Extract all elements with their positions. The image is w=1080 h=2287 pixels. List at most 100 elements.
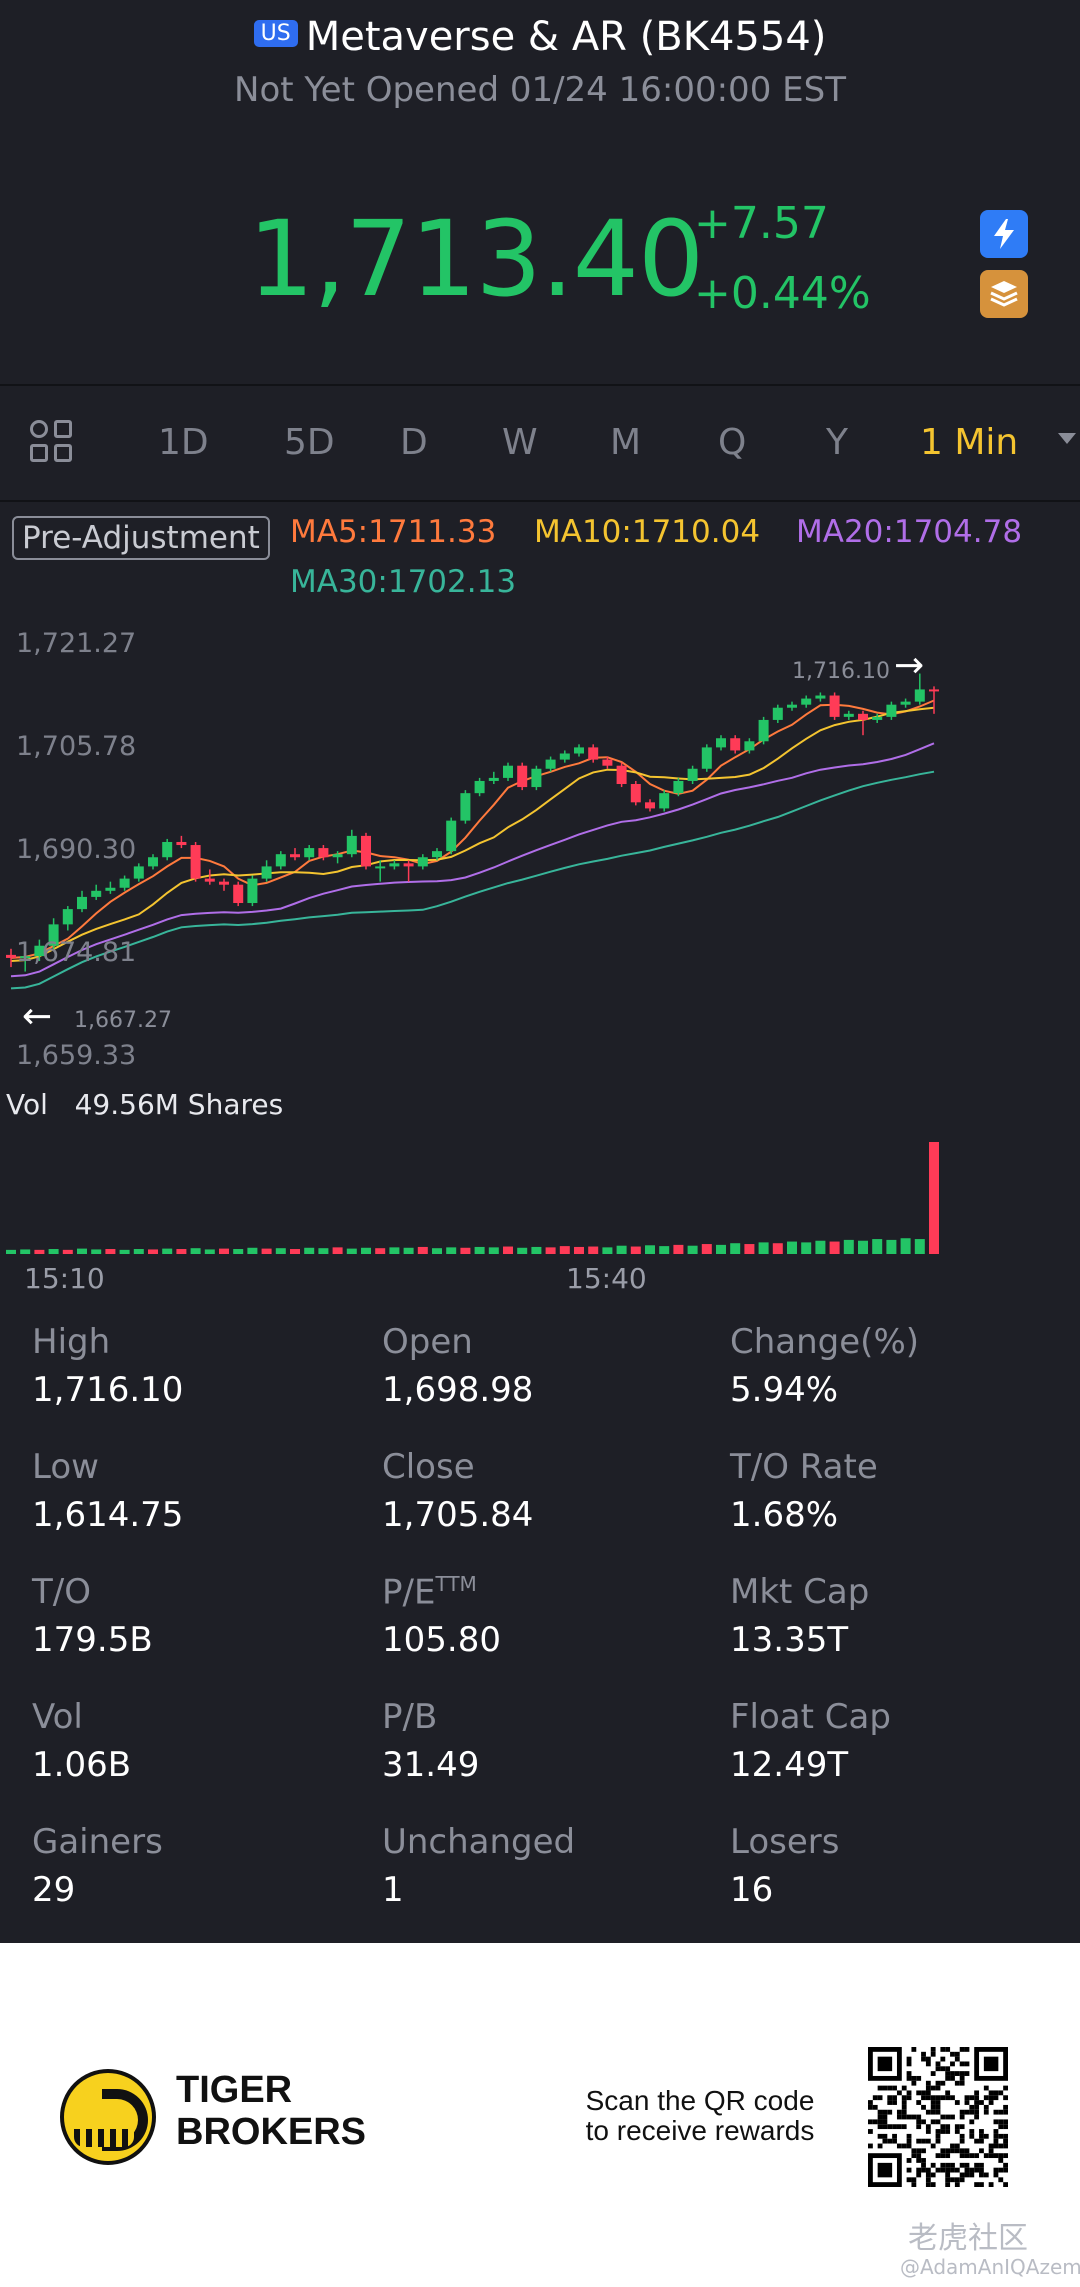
price-change: +7.57 — [694, 198, 829, 249]
candle — [148, 854, 158, 870]
volume-bar — [62, 1249, 73, 1254]
volume-bar — [361, 1247, 371, 1254]
scan-text-line2: to receive rewards — [585, 2115, 815, 2146]
title-row: US Metaverse & AR (BK4554) — [0, 14, 1080, 60]
stat-label: T/O — [32, 1572, 91, 1612]
stat-value: 31.49 — [382, 1745, 480, 1785]
volume-bar — [148, 1249, 158, 1254]
candle — [829, 692, 840, 720]
candle — [503, 762, 513, 781]
volume-bar — [531, 1246, 542, 1254]
stat-label: Vol — [32, 1697, 83, 1737]
candle — [219, 878, 229, 891]
candle — [545, 756, 556, 772]
divider — [0, 384, 1080, 386]
candle — [446, 817, 457, 855]
volume-bar — [460, 1247, 471, 1254]
layout-grid-icon[interactable] — [30, 420, 74, 464]
stat-value: 1,716.10 — [32, 1370, 184, 1410]
volume-bar — [247, 1247, 258, 1254]
scan-text-line1: Scan the QR code — [585, 2085, 815, 2116]
volume-bar — [275, 1248, 286, 1254]
chevron-down-icon[interactable] — [1058, 433, 1076, 444]
volume-header: Vol 49.56M Shares — [6, 1088, 283, 1121]
stat-label: Low — [32, 1447, 99, 1487]
high-price-marker: 1,716.10 — [792, 659, 890, 684]
candle — [77, 890, 87, 913]
ma20-label: MA20:1704.78 — [796, 514, 1023, 550]
page-title: Metaverse & AR (BK4554) — [305, 14, 827, 60]
volume-bar — [701, 1244, 712, 1254]
qr-code[interactable] — [868, 2047, 1008, 2187]
candle — [34, 939, 45, 961]
stat-value: 16 — [730, 1870, 774, 1910]
lightning-icon[interactable] — [980, 210, 1028, 258]
volume-bar — [843, 1239, 854, 1254]
tab-w[interactable]: W — [502, 422, 538, 463]
candle — [417, 854, 428, 870]
tab-1d[interactable]: 1D — [158, 422, 209, 463]
candle — [105, 881, 116, 894]
stat-label: P/B — [382, 1697, 438, 1737]
stat-label: Losers — [730, 1822, 840, 1862]
tab-q[interactable]: Q — [718, 422, 747, 463]
tab-1min[interactable]: 1 Min — [920, 422, 1019, 463]
candle — [900, 698, 911, 708]
candle — [133, 863, 144, 882]
volume-bar — [858, 1240, 868, 1254]
volume-bar — [787, 1241, 797, 1254]
candle — [574, 744, 584, 757]
volume-bar — [290, 1249, 300, 1254]
candle — [744, 738, 755, 754]
stat-label: P/ETTM — [382, 1572, 477, 1613]
x-tick-label: 15:40 — [566, 1262, 647, 1295]
candle — [716, 735, 726, 751]
candle — [588, 744, 599, 763]
candle — [858, 710, 868, 736]
volume-bar — [261, 1248, 272, 1254]
candle — [886, 701, 897, 720]
volume-bar — [34, 1249, 45, 1254]
candle — [659, 790, 670, 812]
candle — [346, 829, 357, 858]
candlestick-chart[interactable] — [0, 620, 1080, 1040]
candle — [914, 673, 925, 705]
tab-m[interactable]: M — [610, 422, 642, 463]
volume-bar — [432, 1248, 442, 1254]
volume-bar — [403, 1247, 414, 1254]
volume-bar — [503, 1246, 513, 1254]
last-price: 1,713.40 — [248, 198, 704, 320]
y-tick-label: 1,705.78 — [16, 731, 137, 762]
candle — [460, 790, 471, 824]
candle — [758, 716, 769, 745]
volume-bar — [119, 1249, 130, 1254]
candle — [332, 851, 343, 864]
volume-bar — [346, 1248, 357, 1254]
volume-bar — [20, 1249, 31, 1254]
stat-label-superscript: TTM — [435, 1572, 477, 1596]
ma20-line — [10, 742, 935, 978]
candle — [929, 686, 939, 714]
watermark: 老虎社区 — [908, 2221, 1028, 2256]
volume-bar — [730, 1243, 741, 1254]
stat-value: 1.68% — [730, 1495, 839, 1535]
candle — [630, 780, 641, 806]
volume-bar — [48, 1249, 59, 1254]
tab-5d[interactable]: 5D — [284, 422, 335, 463]
tab-y[interactable]: Y — [826, 422, 848, 463]
candle — [772, 704, 783, 723]
candle — [6, 948, 16, 968]
candle — [616, 762, 627, 788]
pre-adjustment-button[interactable]: Pre-Adjustment — [12, 516, 270, 560]
volume-bar — [91, 1249, 102, 1254]
candle — [474, 777, 485, 797]
stat-label: Change(%) — [730, 1322, 920, 1362]
tab-d[interactable]: D — [400, 422, 428, 463]
volume-bar — [687, 1245, 698, 1254]
volume-chart — [6, 1142, 939, 1254]
candle — [517, 762, 528, 791]
candle — [62, 906, 73, 931]
stack-icon[interactable] — [980, 270, 1028, 318]
volume-bar — [574, 1246, 584, 1254]
volume-bar — [233, 1249, 244, 1254]
